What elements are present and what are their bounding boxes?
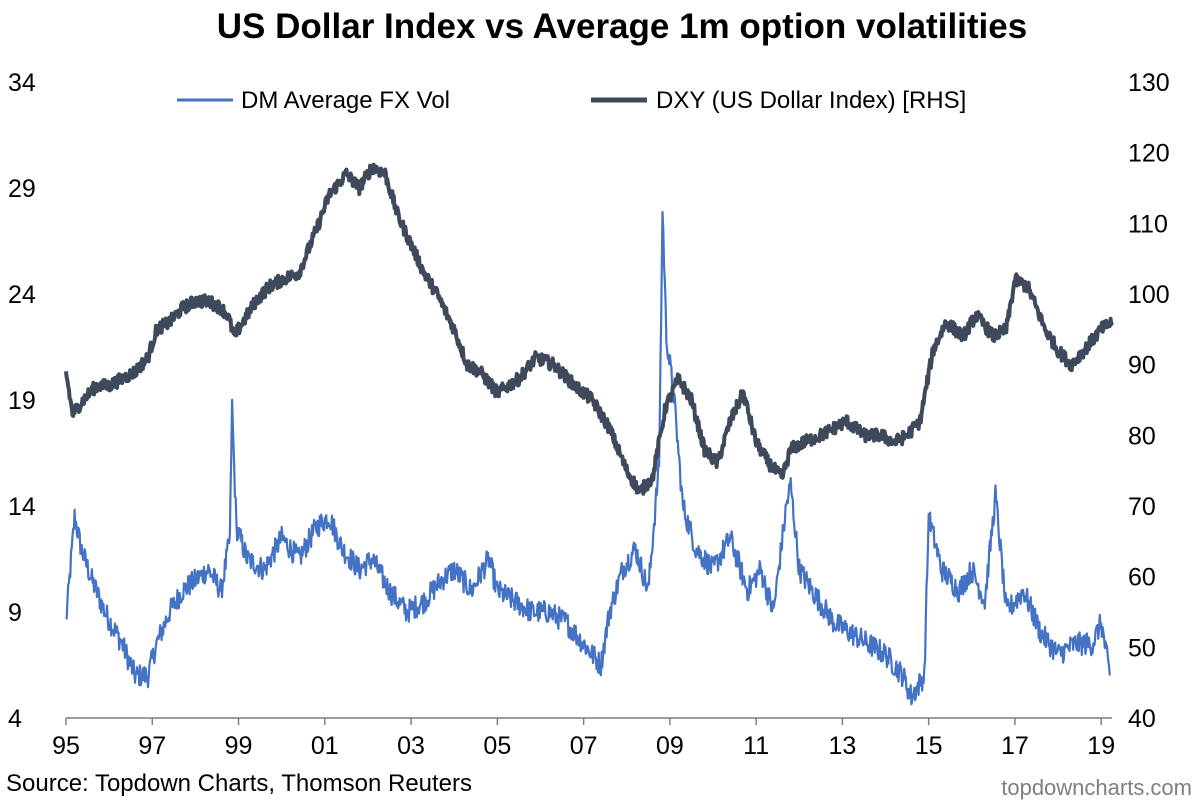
right-tick-label: 50 — [1128, 634, 1156, 662]
left-tick-label: 24 — [8, 281, 36, 309]
x-tick-label: 03 — [397, 732, 425, 760]
right-tick-label: 80 — [1128, 422, 1156, 450]
x-tick-label: 95 — [52, 732, 80, 760]
x-tick-label: 99 — [225, 732, 253, 760]
x-tick-label: 07 — [570, 732, 598, 760]
source-note: Source: Topdown Charts, Thomson Reuters — [6, 770, 473, 797]
legend-label-dxy: DXY (US Dollar Index) [RHS] — [656, 87, 966, 114]
chart-title: US Dollar Index vs Average 1m option vol… — [217, 7, 1027, 46]
right-tick-label: 100 — [1128, 281, 1170, 309]
x-tick-label: 11 — [743, 732, 769, 760]
x-tick-label: 17 — [1001, 732, 1029, 760]
right-axis-ticks: 40 50 60 70 80 90 100 110 120 130 — [1128, 69, 1170, 733]
left-tick-label: 4 — [8, 705, 22, 733]
x-tick-label: 05 — [483, 732, 511, 760]
x-axis-ticks: 95 97 99 01 03 05 07 09 11 13 15 17 19 — [52, 718, 1115, 760]
left-tick-label: 34 — [8, 69, 36, 97]
x-tick-label: 01 — [311, 732, 339, 760]
right-tick-label: 110 — [1128, 210, 1168, 238]
right-tick-label: 90 — [1128, 352, 1156, 380]
left-tick-label: 19 — [8, 387, 36, 415]
x-tick-label: 97 — [138, 732, 166, 760]
series-line-dxy — [64, 162, 1114, 496]
right-tick-label: 60 — [1128, 564, 1156, 592]
right-tick-label: 70 — [1128, 493, 1156, 521]
right-tick-label: 130 — [1128, 69, 1170, 97]
x-tick-label: 19 — [1087, 732, 1115, 760]
legend: DM Average FX Vol DXY (US Dollar Index) … — [177, 87, 966, 114]
x-tick-label: 15 — [915, 732, 943, 760]
right-tick-label: 40 — [1128, 705, 1156, 733]
left-tick-label: 9 — [8, 599, 22, 627]
watermark: topdowncharts.com — [1001, 775, 1192, 800]
left-axis-ticks: 4 9 14 19 24 29 34 — [8, 69, 36, 733]
x-tick-label: 13 — [829, 732, 857, 760]
left-tick-label: 14 — [8, 493, 36, 521]
legend-label-fx-vol: DM Average FX Vol — [241, 87, 450, 114]
x-tick-label: 09 — [656, 732, 684, 760]
left-tick-label: 29 — [8, 175, 36, 203]
series-layer — [64, 162, 1114, 706]
series-line-fx-vol — [65, 210, 1111, 706]
right-tick-label: 120 — [1128, 140, 1170, 168]
